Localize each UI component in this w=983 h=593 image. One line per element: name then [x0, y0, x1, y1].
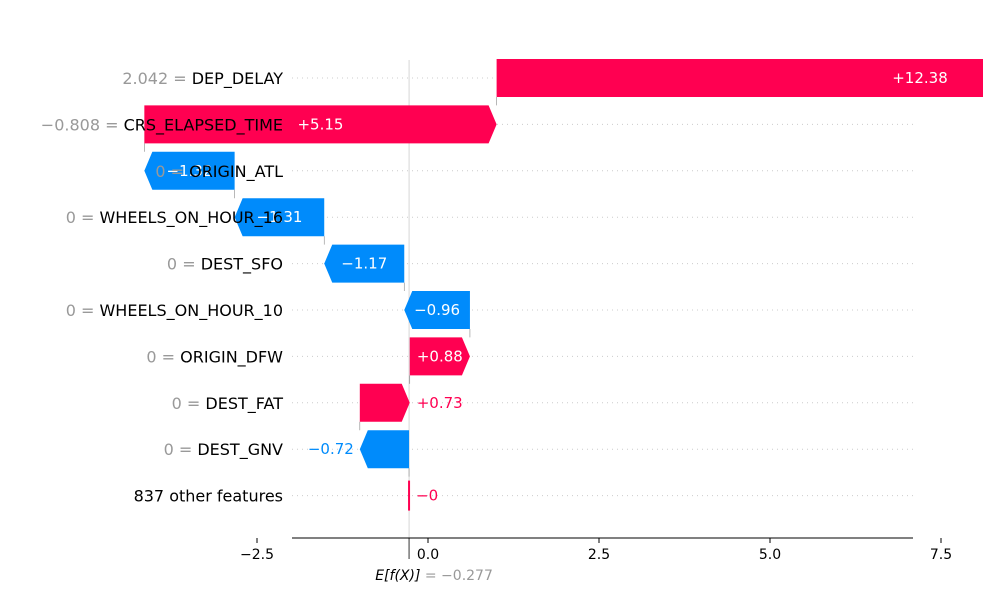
x-tick-label: 2.5 [588, 547, 610, 563]
feature-label: 0 = WHEELS_ON_HOUR_10 [66, 301, 283, 321]
feature-name: ORIGIN_ATL [189, 162, 283, 182]
base-value-symbol: E[f(X)] [375, 568, 425, 584]
bar-crs_elapsed_time [144, 105, 497, 144]
feature-value: 0 = [146, 347, 180, 366]
bar-wheels_on_hour_10 [404, 291, 470, 329]
bar-wheels_on_hour_16 [234, 198, 325, 237]
feature-value: 0 = [66, 208, 100, 227]
bar-dest_fat [359, 383, 410, 422]
feature-value: 0 = [155, 162, 189, 181]
contribution-label: +0.73 [417, 394, 463, 412]
feature-label: 0 = DEST_FAT [172, 394, 284, 414]
base-value-label: E[f(X)] = −0.277 [375, 568, 493, 584]
bar-dep_delay [496, 59, 983, 97]
feature-label: 0 = WHEELS_ON_HOUR_16 [66, 208, 283, 228]
label-layer: +12.38 2.042 = DEP_DELAY +5.15 −0.808 = CRS… [41, 69, 948, 506]
feature-label: 0 = DEST_GNV [164, 440, 283, 460]
feature-name: WHEELS_ON_HOUR_10 [99, 301, 283, 321]
feature-name: WHEELS_ON_HOUR_16 [99, 208, 283, 228]
contribution-label: −1.32 [167, 162, 213, 180]
feature-value: −0.808 = [41, 115, 124, 134]
bar-origin_atl [144, 151, 235, 190]
contribution-label: +12.38 [892, 69, 948, 87]
feature-name: DEP_DELAY [192, 69, 283, 89]
feature-value: 0 = [172, 394, 206, 413]
feature-label: 0 = ORIGIN_DFW [146, 347, 283, 367]
feature-value: 0 = [164, 440, 198, 459]
x-tick-label: 7.5 [930, 547, 952, 563]
x-tick-label: −2.5 [240, 547, 274, 563]
feature-label: 0 = DEST_SFO [167, 255, 283, 275]
contribution-label: −0 [416, 487, 438, 505]
contribution-label: −0.72 [308, 440, 354, 458]
feature-name: DEST_GNV [197, 440, 283, 460]
bar-origin_dfw [409, 337, 470, 376]
bar-dest_gnv [359, 430, 410, 469]
contribution-label: +5.15 [297, 115, 343, 133]
contribution-label: −1.31 [256, 208, 302, 226]
feature-label: 837 other features [134, 487, 283, 506]
feature-name: 837 other features [134, 487, 283, 506]
feature-value: 2.042 = [122, 69, 191, 88]
contribution-label: −1.17 [341, 255, 387, 273]
base-value-number: = −0.277 [425, 568, 493, 584]
feature-name: DEST_SFO [201, 255, 283, 275]
x-tick-label: 5.0 [759, 547, 781, 563]
feature-label: −0.808 = CRS_ELAPSED_TIME [41, 115, 283, 135]
feature-name: ORIGIN_DFW [180, 347, 283, 367]
annotations: E[f(X)] = −0.277f(x) = 13.377 [375, 538, 493, 584]
feature-value: 0 = [66, 301, 100, 320]
feature-label: 0 = ORIGIN_ATL [155, 162, 283, 182]
contribution-label: −0.96 [414, 301, 460, 319]
x-axis: −2.50.02.55.07.510.012.5 [240, 537, 952, 563]
feature-value: 0 = [167, 255, 201, 274]
bar-layer [144, 59, 983, 511]
feature-name: DEST_FAT [205, 394, 283, 414]
x-tick-label: 0.0 [417, 547, 439, 563]
feature-name: CRS_ELAPSED_TIME [124, 115, 283, 135]
contribution-label: +0.88 [417, 347, 463, 365]
bar-dest_sfo [324, 244, 405, 283]
feature-label: 2.042 = DEP_DELAY [122, 69, 283, 89]
